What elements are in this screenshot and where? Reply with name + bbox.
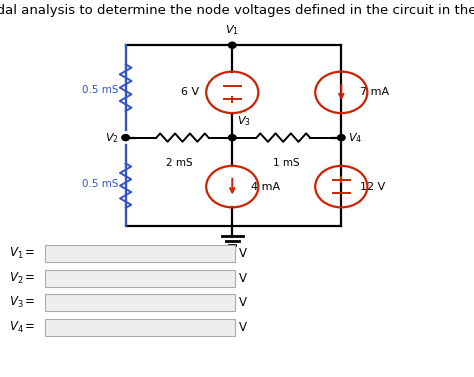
Text: $V_3=$: $V_3=$ [9, 295, 36, 310]
Circle shape [122, 135, 129, 141]
Text: $V_2=$: $V_2=$ [9, 270, 36, 286]
Text: $V_1$: $V_1$ [225, 23, 239, 37]
Text: $V_1=$: $V_1=$ [9, 246, 36, 261]
Text: 12 V: 12 V [360, 182, 385, 192]
Text: 7 mA: 7 mA [360, 87, 389, 97]
Circle shape [228, 135, 236, 141]
Text: 4 mA: 4 mA [251, 182, 280, 192]
FancyBboxPatch shape [45, 270, 235, 287]
Circle shape [228, 42, 236, 48]
Text: 0.5 mS: 0.5 mS [82, 84, 118, 95]
Text: $V_3$: $V_3$ [237, 114, 251, 128]
Text: $V_4=$: $V_4=$ [9, 319, 36, 335]
FancyBboxPatch shape [45, 245, 235, 262]
Text: 2 mS: 2 mS [165, 158, 192, 169]
Text: 6 V: 6 V [181, 87, 199, 97]
Text: Use nodal analysis to determine the node voltages defined in the circuit in the : Use nodal analysis to determine the node… [0, 4, 474, 17]
Text: V: V [239, 247, 247, 260]
Text: $V_4$: $V_4$ [348, 131, 363, 144]
Circle shape [337, 135, 345, 141]
Text: 1 mS: 1 mS [273, 158, 300, 169]
Text: 0.5 mS: 0.5 mS [82, 179, 118, 189]
Text: V: V [239, 320, 247, 334]
FancyBboxPatch shape [45, 294, 235, 311]
FancyBboxPatch shape [45, 319, 235, 336]
Text: $V_2$: $V_2$ [105, 131, 118, 144]
Text: V: V [239, 271, 247, 285]
Text: V: V [239, 296, 247, 309]
